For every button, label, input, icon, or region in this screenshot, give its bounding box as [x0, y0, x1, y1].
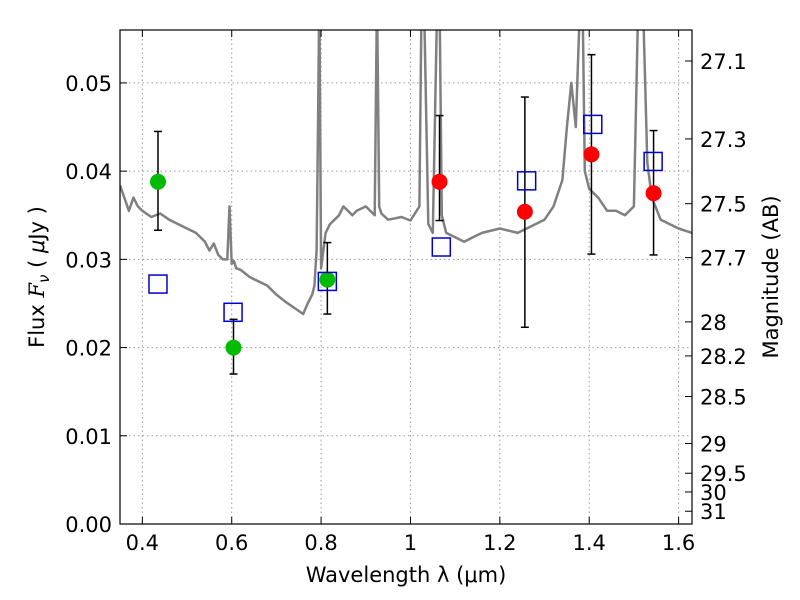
low-significance-point [645, 185, 662, 202]
y-axis-title-symbol: F [25, 282, 49, 299]
model-photometry-square [516, 171, 537, 191]
detection-point [319, 271, 336, 288]
x-tick-label: 1.4 [573, 531, 606, 555]
x-tick-label: 1.2 [483, 531, 516, 555]
x-tick-label: 0.8 [304, 531, 337, 555]
axis-ticks [120, 30, 692, 525]
low-significance-point [431, 173, 448, 190]
y-tick-label: 0.05 [65, 72, 112, 96]
y2-tick-label: 30 [700, 481, 727, 505]
detection-point [149, 173, 166, 190]
y-axis-title-prefix: Flux [25, 298, 49, 348]
y-tick-label: 0.04 [65, 160, 112, 184]
x-tick-label: 1 [404, 531, 417, 555]
y-axis-title-open: ( [25, 253, 49, 275]
y-axis-title-mu: μ [25, 240, 49, 254]
y-tick-label: 0.02 [65, 337, 112, 361]
model-photometry-square [148, 274, 168, 294]
y2-tick-label: 27.5 [700, 193, 747, 217]
y2-tick-label: 28.2 [700, 345, 747, 369]
y-tick-label: 0.00 [65, 513, 112, 537]
x-axis-title: Wavelength λ (μm) [306, 563, 507, 587]
plot-area [120, 30, 692, 375]
y-axis-title-subscript: ν [35, 275, 53, 283]
model-photometry-square [223, 302, 243, 323]
x-tick-label: 0.4 [126, 531, 159, 555]
low-significance-point [583, 146, 600, 163]
x-tick-label: 1.6 [662, 531, 695, 555]
y2-tick-label: 31 [700, 500, 727, 524]
y2-tick-label: 29 [700, 433, 727, 457]
y-axis-title-unit: Jy ) [25, 206, 49, 242]
detection-point [225, 339, 242, 356]
y-axis-title: Flux Fν ( μJy ) [25, 206, 53, 348]
y2-tick-label: 28 [700, 311, 727, 335]
model-photometry-square [317, 271, 338, 292]
plot-frame [119, 29, 693, 525]
y-tick-label: 0.03 [65, 248, 112, 272]
y-tick-label: 0.01 [65, 425, 112, 449]
y2-tick-label: 27.7 [700, 247, 747, 271]
y2-tick-label: 27.1 [700, 50, 747, 74]
x-tick-label: 0.6 [215, 531, 248, 555]
model-photometry-square [583, 114, 603, 135]
tick-labels: 0.4 0.6 0.8 1 1.2 1.4 1.6 0.00 0.01 0.02 0.03 0.04 0… [65, 50, 747, 555]
low-significance-point [516, 203, 533, 220]
model-photometry-square [643, 151, 663, 172]
spectrum-line [120, 30, 692, 316]
y2-tick-label: 27.3 [700, 128, 747, 152]
y2-tick-label: 29.5 [700, 462, 747, 486]
y2-tick-label: 28.5 [700, 385, 747, 409]
plot-background [120, 30, 692, 524]
y2-axis-title: Magnitude (AB) [759, 195, 783, 358]
model-photometry-square [431, 237, 452, 257]
